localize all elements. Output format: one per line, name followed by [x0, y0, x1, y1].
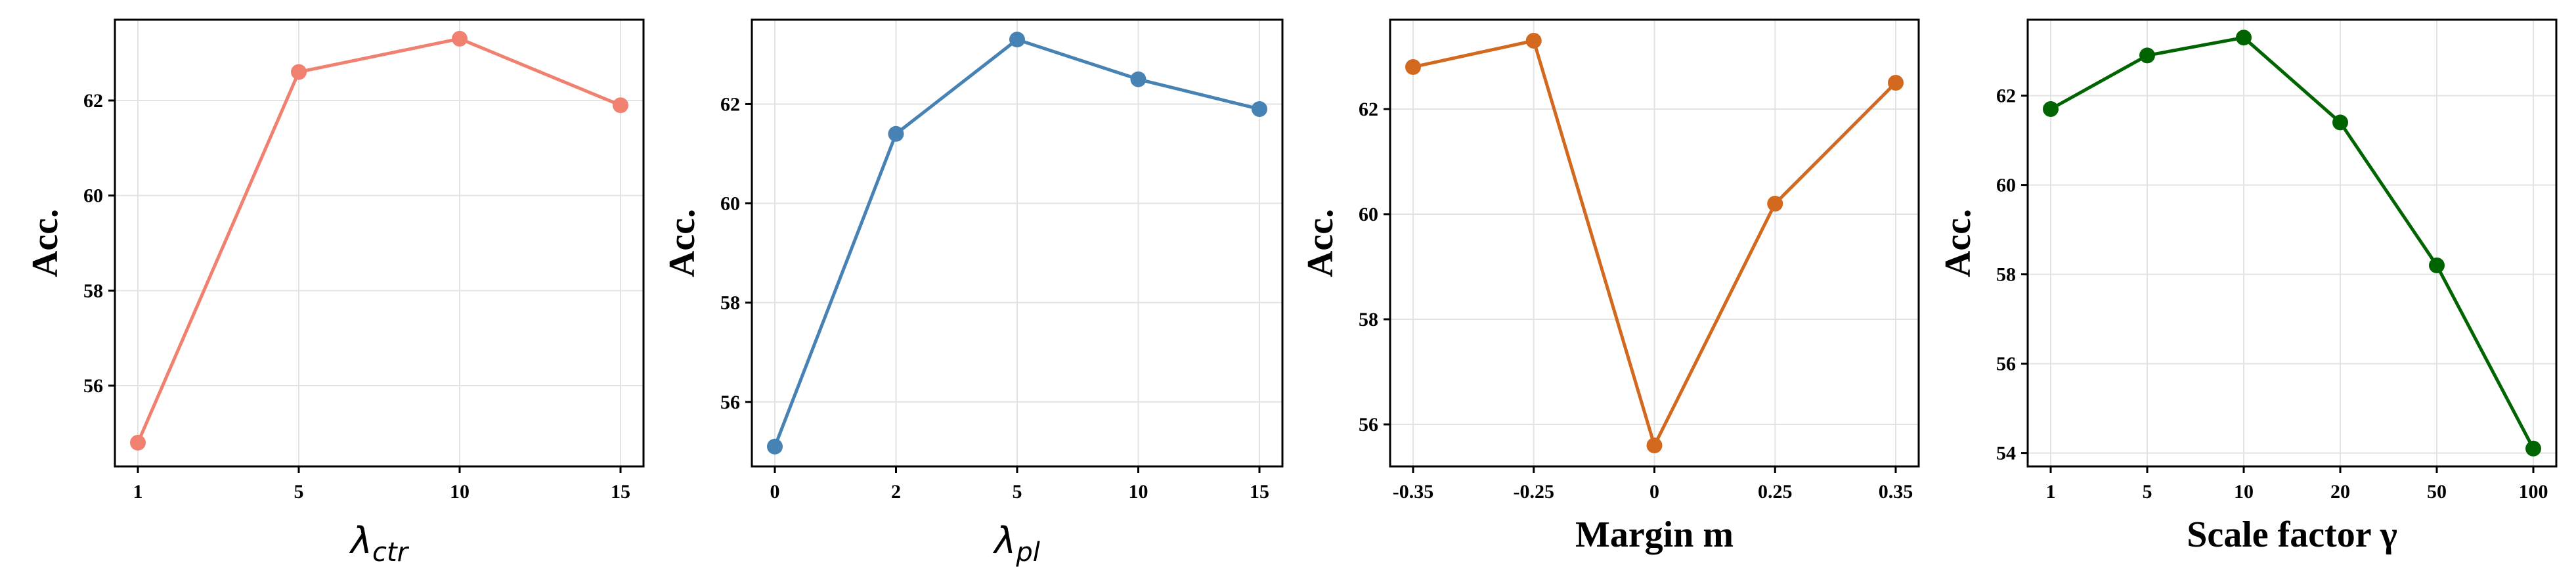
data-point: [452, 30, 468, 47]
y-tick-label: 56: [1359, 414, 1378, 436]
data-point: [2236, 30, 2252, 46]
x-axis-title: Scale factor γ: [2187, 514, 2397, 555]
chart-panel-4: 54 56 58 60 62 1 5 10 20 50 100 Acc. Scale factor γ: [1938, 18, 2558, 555]
y-tick-label: 60: [1359, 204, 1378, 225]
data-point: [1252, 101, 1267, 117]
chart-panel-3: 56 58 60 62 -0.35 -0.25 0 0.25 0.35 Acc. Margin m: [1300, 18, 1920, 555]
y-axis-title: Acc.: [662, 209, 703, 277]
x-tick-label: 10: [2234, 481, 2254, 503]
x-tick-label: 10: [1129, 481, 1148, 503]
y-tick-label: 62: [720, 93, 740, 115]
plot-frame: [2026, 18, 2558, 468]
x-tick-label: -0.25: [1514, 481, 1555, 503]
x-tick-label: 5: [1013, 481, 1022, 503]
y-tick-label: 54: [1996, 443, 2016, 464]
data-point: [613, 97, 628, 114]
data-point: [1646, 438, 1663, 453]
y-tick-label: 62: [1996, 85, 2016, 107]
y-tick-label: 58: [720, 292, 740, 314]
x-tick-label: 10: [450, 481, 469, 503]
data-point: [1130, 71, 1146, 87]
x-tick-label: 1: [2046, 481, 2056, 503]
data-point: [1888, 75, 1904, 91]
data-point: [291, 64, 307, 80]
plot-frame: [114, 18, 645, 468]
x-tick-label: 2: [891, 481, 901, 503]
x-tick-label: 0.35: [1879, 481, 1913, 503]
x-tick-label: 1: [133, 481, 143, 503]
y-axis-title: Acc.: [25, 209, 66, 277]
y-tick-label: 58: [1996, 264, 2016, 286]
x-tick-label: 0: [770, 481, 780, 503]
x-axis-title: Margin m: [1575, 514, 1734, 555]
y-tick-label: 58: [1359, 309, 1378, 330]
data-point: [2525, 440, 2541, 457]
y-axis-title: Acc.: [1300, 209, 1341, 277]
y-tick-label: 62: [83, 90, 103, 112]
data-point: [2429, 258, 2445, 273]
y-axis-title: Acc.: [1938, 209, 1978, 277]
data-point: [2043, 101, 2059, 117]
y-tick-label: 62: [1359, 99, 1378, 120]
data-point: [1525, 33, 1542, 49]
y-tick-label: 56: [83, 375, 103, 397]
data-point: [1009, 32, 1025, 48]
x-tick-label: 5: [294, 481, 304, 503]
x-tick-label: 50: [2427, 481, 2447, 503]
x-axis-title: λctr: [349, 520, 410, 568]
x-tick-label: 0: [1649, 481, 1659, 503]
x-tick-label: 100: [2519, 481, 2548, 503]
x-tick-label: 15: [1250, 481, 1269, 503]
y-tick-label: 60: [83, 185, 103, 207]
data-point: [767, 438, 783, 455]
data-point: [1405, 59, 1421, 75]
data-point: [2332, 114, 2348, 131]
y-tick-label: 60: [720, 193, 740, 215]
data-point: [2139, 47, 2155, 64]
y-tick-label: 58: [83, 280, 103, 302]
data-point: [888, 125, 904, 142]
x-tick-label: 20: [2330, 481, 2350, 503]
x-tick-label: 5: [2143, 481, 2152, 503]
y-tick-label: 60: [1996, 175, 2016, 196]
y-tick-label: 56: [720, 392, 740, 413]
chart-panel-2: 56 58 60 62 0 2 5 10 15 Acc. λpl: [662, 18, 1284, 568]
y-tick-label: 56: [1996, 353, 2016, 375]
series-line: [136, 37, 621, 443]
x-tick-label: -0.35: [1393, 481, 1434, 503]
data-point: [130, 434, 146, 451]
series-line: [2049, 35, 2535, 449]
x-tick-label: 0.25: [1758, 481, 1793, 503]
x-axis-title: λpl: [992, 520, 1040, 568]
x-tick-label: 15: [611, 481, 630, 503]
data-point: [1767, 196, 1783, 212]
